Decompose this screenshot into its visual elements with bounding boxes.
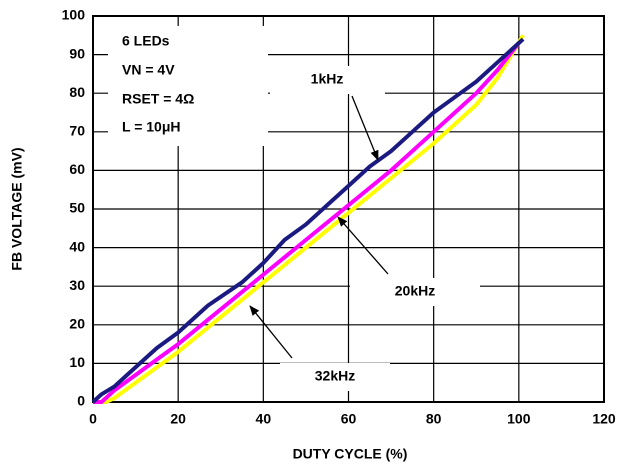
x-tick-label: 40 (256, 411, 272, 427)
y-tick-label: 90 (69, 45, 85, 61)
annotation: RSET = 4Ω (122, 91, 194, 107)
x-tick-label: 100 (507, 411, 531, 427)
arrow (249, 305, 293, 359)
y-tick-label: 0 (77, 393, 85, 409)
annotation: 1kHz (311, 71, 344, 87)
y-tick-label: 50 (69, 200, 85, 216)
annotation-box (108, 26, 268, 146)
y-tick-label: 40 (69, 238, 85, 254)
annotation: L = 10μH (122, 119, 181, 135)
annotation-box (280, 363, 390, 391)
annotation: 32kHz (315, 368, 355, 384)
annotation: VN = 4V (122, 62, 175, 78)
x-axis-label: DUTY CYCLE (%) (293, 446, 408, 462)
y-tick-label: 100 (62, 7, 86, 23)
y-tick-label: 20 (69, 316, 85, 332)
y-tick-label: 60 (69, 161, 85, 177)
y-tick-label: 70 (69, 123, 85, 139)
plot-border (92, 15, 605, 403)
series-line (91, 37, 525, 404)
annotation: 20kHz (395, 283, 435, 299)
annotation-box (350, 278, 480, 306)
y-axis-label: FB VOLTAGE (mV) (9, 147, 25, 270)
y-tick-label: 30 (69, 277, 85, 293)
x-tick-label: 80 (426, 411, 442, 427)
arrow (337, 216, 389, 275)
annotation-box (270, 66, 385, 94)
annotation: 6 LEDs (122, 33, 170, 49)
x-tick-label: 20 (170, 411, 186, 427)
series-line (93, 41, 521, 404)
x-tick-label: 120 (592, 411, 616, 427)
y-tick-label: 80 (69, 84, 85, 100)
arrow (351, 95, 379, 161)
x-tick-label: 60 (341, 411, 357, 427)
series-line (93, 34, 525, 404)
y-tick-label: 10 (69, 354, 85, 370)
x-tick-label: 0 (89, 411, 97, 427)
